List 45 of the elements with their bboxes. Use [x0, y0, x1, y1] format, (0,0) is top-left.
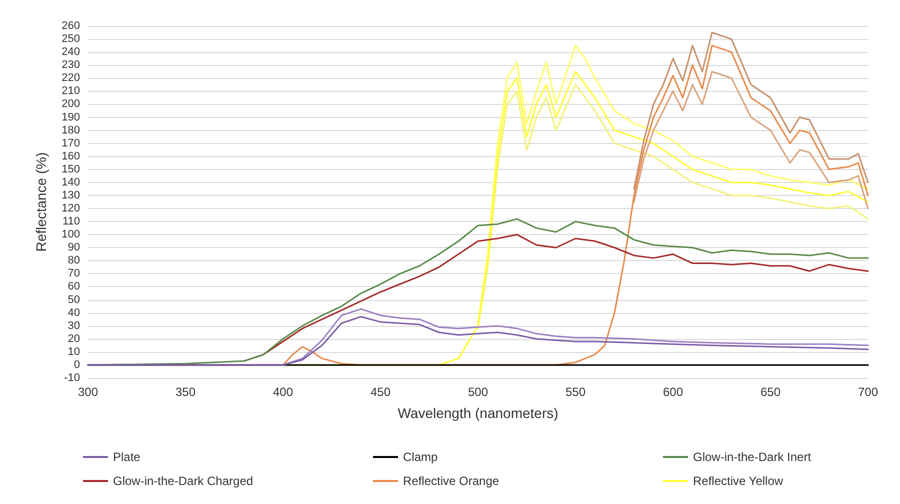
- y-tick-label: 250: [62, 33, 80, 46]
- y-tick-label: 140: [62, 176, 80, 188]
- y-tick-label: 240: [62, 46, 80, 58]
- x-tick-label: 450: [370, 385, 391, 399]
- y-tick-label: 190: [62, 111, 80, 124]
- y-tick-label: 60: [68, 280, 80, 293]
- y-tick-label: 10: [68, 346, 80, 358]
- legend-label: Glow-in-the-Dark Charged: [113, 474, 254, 488]
- legend-label: Plate: [113, 450, 141, 464]
- y-tick-label: 30: [68, 320, 80, 332]
- x-tick-label: 700: [858, 385, 878, 399]
- legend-label: Glow-in-the-Dark Inert: [693, 450, 812, 464]
- x-tick-label: 550: [565, 385, 586, 399]
- y-tick-label: 160: [62, 150, 80, 162]
- legend-label: Reflective Orange: [403, 474, 500, 488]
- y-tick-label: 70: [68, 268, 80, 280]
- y-tick-label: 80: [68, 254, 80, 267]
- y-tick-label: 180: [62, 124, 80, 136]
- y-tick-label: 90: [68, 242, 80, 254]
- y-tick-label: 40: [68, 306, 80, 319]
- x-tick-label: 400: [272, 385, 294, 399]
- legend-label: Reflective Yellow: [693, 474, 784, 488]
- y-axis-title: Reflectance (%): [33, 152, 49, 252]
- y-tick-label: 130: [62, 189, 80, 202]
- y-tick-label: -10: [64, 372, 80, 384]
- y-tick-label: 220: [62, 72, 80, 84]
- y-tick-label: 260: [62, 20, 80, 32]
- y-tick-label: 20: [68, 332, 80, 345]
- y-tick-label: 0: [74, 358, 80, 371]
- y-tick-label: 110: [62, 216, 80, 228]
- x-tick-label: 650: [760, 385, 781, 399]
- y-tick-label: 100: [62, 228, 80, 241]
- x-tick-label: 500: [468, 385, 488, 399]
- y-tick-label: 230: [62, 59, 80, 72]
- x-tick-label: 300: [78, 385, 98, 399]
- y-tick-label: 210: [62, 85, 80, 98]
- legend-label: Clamp: [403, 450, 438, 464]
- x-axis-title: Wavelength (nanometers): [398, 405, 558, 421]
- y-tick-label: 150: [62, 163, 80, 176]
- y-tick-label: 200: [62, 98, 80, 110]
- y-tick-label: 50: [68, 294, 80, 306]
- y-tick-label: 170: [62, 137, 80, 150]
- x-tick-label: 350: [175, 385, 196, 399]
- y-tick-label: 120: [62, 202, 80, 215]
- x-tick-label: 600: [662, 385, 684, 399]
